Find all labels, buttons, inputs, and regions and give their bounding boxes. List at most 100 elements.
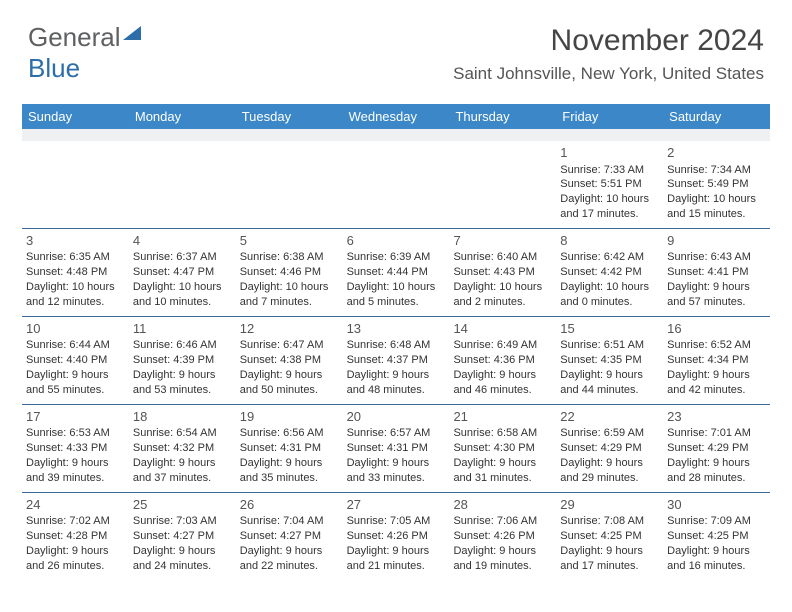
calendar-day-cell: 16Sunrise: 6:52 AMSunset: 4:34 PMDayligh…	[663, 317, 770, 404]
calendar-day-cell: 24Sunrise: 7:02 AMSunset: 4:28 PMDayligh…	[22, 493, 129, 580]
daylight-text: Daylight: 9 hours and 48 minutes.	[347, 368, 446, 398]
calendar-day-cell: 5Sunrise: 6:38 AMSunset: 4:46 PMDaylight…	[236, 229, 343, 316]
sunrise-text: Sunrise: 7:01 AM	[667, 426, 766, 441]
sunrise-text: Sunrise: 6:35 AM	[26, 250, 125, 265]
day-number: 22	[560, 408, 659, 426]
calendar-day-cell: 13Sunrise: 6:48 AMSunset: 4:37 PMDayligh…	[343, 317, 450, 404]
sunset-text: Sunset: 4:26 PM	[453, 529, 552, 544]
sunset-text: Sunset: 4:33 PM	[26, 441, 125, 456]
daylight-text: Daylight: 9 hours and 44 minutes.	[560, 368, 659, 398]
daylight-text: Daylight: 10 hours and 0 minutes.	[560, 280, 659, 310]
sunrise-text: Sunrise: 6:51 AM	[560, 338, 659, 353]
calendar-week-row: 1Sunrise: 7:33 AMSunset: 5:51 PMDaylight…	[22, 141, 770, 228]
daylight-text: Daylight: 9 hours and 42 minutes.	[667, 368, 766, 398]
sunset-text: Sunset: 4:28 PM	[26, 529, 125, 544]
sunset-text: Sunset: 5:49 PM	[667, 177, 766, 192]
daylight-text: Daylight: 10 hours and 7 minutes.	[240, 280, 339, 310]
logo-text-general: General	[28, 22, 121, 52]
sunrise-text: Sunrise: 6:54 AM	[133, 426, 232, 441]
sunset-text: Sunset: 4:26 PM	[347, 529, 446, 544]
day-number: 16	[667, 320, 766, 338]
daylight-text: Daylight: 9 hours and 50 minutes.	[240, 368, 339, 398]
daylight-text: Daylight: 9 hours and 57 minutes.	[667, 280, 766, 310]
daylight-text: Daylight: 9 hours and 24 minutes.	[133, 544, 232, 574]
sunset-text: Sunset: 4:27 PM	[240, 529, 339, 544]
weekday-header: Wednesday	[343, 104, 450, 129]
day-number: 26	[240, 496, 339, 514]
sunset-text: Sunset: 4:25 PM	[560, 529, 659, 544]
sunrise-text: Sunrise: 6:40 AM	[453, 250, 552, 265]
day-number: 13	[347, 320, 446, 338]
calendar-day-cell: 17Sunrise: 6:53 AMSunset: 4:33 PMDayligh…	[22, 405, 129, 492]
calendar-week-row: 10Sunrise: 6:44 AMSunset: 4:40 PMDayligh…	[22, 316, 770, 404]
daylight-text: Daylight: 9 hours and 28 minutes.	[667, 456, 766, 486]
sunrise-text: Sunrise: 6:44 AM	[26, 338, 125, 353]
sunrise-text: Sunrise: 6:56 AM	[240, 426, 339, 441]
calendar-spacer-row	[22, 129, 770, 141]
sunset-text: Sunset: 4:48 PM	[26, 265, 125, 280]
sunrise-text: Sunrise: 6:57 AM	[347, 426, 446, 441]
calendar-day-cell: 12Sunrise: 6:47 AMSunset: 4:38 PMDayligh…	[236, 317, 343, 404]
calendar-empty-cell	[22, 141, 129, 228]
daylight-text: Daylight: 9 hours and 55 minutes.	[26, 368, 125, 398]
calendar-week-row: 17Sunrise: 6:53 AMSunset: 4:33 PMDayligh…	[22, 404, 770, 492]
daylight-text: Daylight: 9 hours and 31 minutes.	[453, 456, 552, 486]
sunset-text: Sunset: 4:40 PM	[26, 353, 125, 368]
sunset-text: Sunset: 4:47 PM	[133, 265, 232, 280]
day-number: 1	[560, 144, 659, 162]
calendar-day-cell: 22Sunrise: 6:59 AMSunset: 4:29 PMDayligh…	[556, 405, 663, 492]
sunset-text: Sunset: 4:25 PM	[667, 529, 766, 544]
calendar-day-cell: 30Sunrise: 7:09 AMSunset: 4:25 PMDayligh…	[663, 493, 770, 580]
calendar-day-cell: 25Sunrise: 7:03 AMSunset: 4:27 PMDayligh…	[129, 493, 236, 580]
daylight-text: Daylight: 9 hours and 29 minutes.	[560, 456, 659, 486]
calendar-day-cell: 21Sunrise: 6:58 AMSunset: 4:30 PMDayligh…	[449, 405, 556, 492]
sunset-text: Sunset: 4:37 PM	[347, 353, 446, 368]
month-year-title: November 2024	[453, 24, 764, 58]
daylight-text: Daylight: 10 hours and 12 minutes.	[26, 280, 125, 310]
sunrise-text: Sunrise: 6:47 AM	[240, 338, 339, 353]
sunrise-text: Sunrise: 7:09 AM	[667, 514, 766, 529]
calendar-day-cell: 29Sunrise: 7:08 AMSunset: 4:25 PMDayligh…	[556, 493, 663, 580]
sunrise-text: Sunrise: 6:38 AM	[240, 250, 339, 265]
sunset-text: Sunset: 4:41 PM	[667, 265, 766, 280]
sunset-text: Sunset: 4:30 PM	[453, 441, 552, 456]
sunset-text: Sunset: 4:39 PM	[133, 353, 232, 368]
daylight-text: Daylight: 9 hours and 35 minutes.	[240, 456, 339, 486]
day-number: 28	[453, 496, 552, 514]
calendar-day-cell: 27Sunrise: 7:05 AMSunset: 4:26 PMDayligh…	[343, 493, 450, 580]
weekday-header: Tuesday	[236, 104, 343, 129]
calendar-day-cell: 4Sunrise: 6:37 AMSunset: 4:47 PMDaylight…	[129, 229, 236, 316]
calendar-day-cell: 20Sunrise: 6:57 AMSunset: 4:31 PMDayligh…	[343, 405, 450, 492]
daylight-text: Daylight: 10 hours and 15 minutes.	[667, 192, 766, 222]
sunset-text: Sunset: 4:46 PM	[240, 265, 339, 280]
sunset-text: Sunset: 4:29 PM	[667, 441, 766, 456]
day-number: 18	[133, 408, 232, 426]
day-number: 3	[26, 232, 125, 250]
day-number: 27	[347, 496, 446, 514]
day-number: 24	[26, 496, 125, 514]
day-number: 12	[240, 320, 339, 338]
daylight-text: Daylight: 9 hours and 46 minutes.	[453, 368, 552, 398]
day-number: 21	[453, 408, 552, 426]
sunrise-text: Sunrise: 7:08 AM	[560, 514, 659, 529]
day-number: 30	[667, 496, 766, 514]
calendar-day-cell: 26Sunrise: 7:04 AMSunset: 4:27 PMDayligh…	[236, 493, 343, 580]
sunset-text: Sunset: 4:35 PM	[560, 353, 659, 368]
calendar-day-cell: 10Sunrise: 6:44 AMSunset: 4:40 PMDayligh…	[22, 317, 129, 404]
calendar-day-cell: 2Sunrise: 7:34 AMSunset: 5:49 PMDaylight…	[663, 141, 770, 228]
sunset-text: Sunset: 4:27 PM	[133, 529, 232, 544]
day-number: 14	[453, 320, 552, 338]
sunrise-text: Sunrise: 7:33 AM	[560, 163, 659, 178]
day-number: 5	[240, 232, 339, 250]
daylight-text: Daylight: 10 hours and 10 minutes.	[133, 280, 232, 310]
day-number: 10	[26, 320, 125, 338]
sunrise-text: Sunrise: 6:37 AM	[133, 250, 232, 265]
calendar-day-cell: 28Sunrise: 7:06 AMSunset: 4:26 PMDayligh…	[449, 493, 556, 580]
day-number: 4	[133, 232, 232, 250]
daylight-text: Daylight: 9 hours and 21 minutes.	[347, 544, 446, 574]
day-number: 29	[560, 496, 659, 514]
sunset-text: Sunset: 4:29 PM	[560, 441, 659, 456]
calendar-day-cell: 9Sunrise: 6:43 AMSunset: 4:41 PMDaylight…	[663, 229, 770, 316]
calendar-empty-cell	[129, 141, 236, 228]
calendar-week-row: 24Sunrise: 7:02 AMSunset: 4:28 PMDayligh…	[22, 492, 770, 580]
